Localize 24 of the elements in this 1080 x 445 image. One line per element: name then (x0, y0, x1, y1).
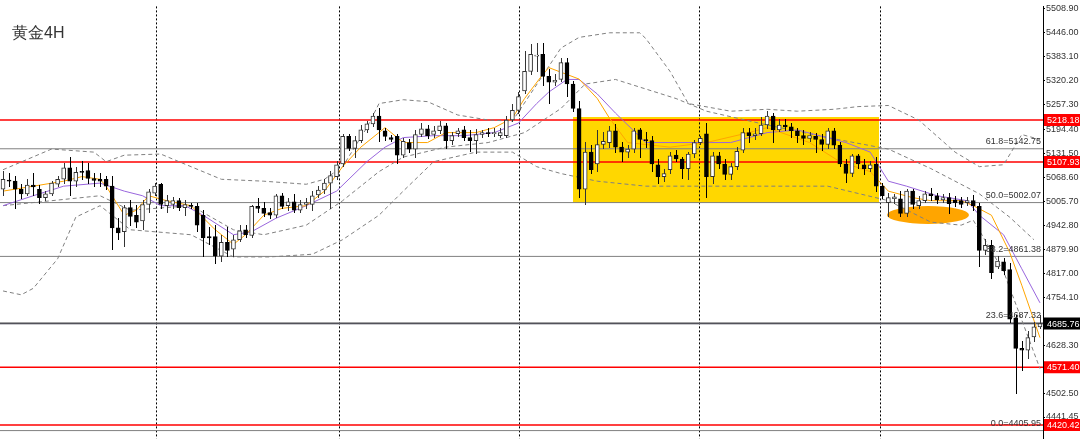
ref-line-label: 4685.76 (1047, 318, 1080, 329)
text: 黄金4H (12, 24, 65, 42)
ref-line-label: 50.0=5002.07 (985, 190, 1041, 201)
y-tick-label: 5508.90 (1046, 3, 1079, 14)
ref-line-label: 5218.18 (1047, 114, 1080, 125)
ref-line-label: 61.8=5142.75 (985, 136, 1041, 147)
ref-line-label: 5107.93 (1047, 157, 1080, 168)
y-tick-label: 5383.10 (1046, 51, 1079, 62)
ref-line-label: 4420.42 (1047, 420, 1080, 431)
y-tick-label: 5005.70 (1046, 195, 1079, 206)
y-tick-label: 5257.30 (1046, 99, 1079, 110)
y-tick-label: 4754.10 (1046, 291, 1079, 302)
y-tick-label: 4879.90 (1046, 243, 1079, 254)
y-tick-label: 4942.80 (1046, 219, 1079, 230)
y-tick-label: 5068.60 (1046, 171, 1079, 182)
y-tick-label: 5446.00 (1046, 27, 1079, 38)
y-tick-label: 4628.30 (1046, 340, 1079, 351)
y-tick-label: 4817.00 (1046, 267, 1079, 278)
ref-line-label: 4571.40 (1047, 362, 1080, 373)
y-tick-label: 5320.20 (1046, 75, 1079, 86)
y-tick-label: 5194.40 (1046, 123, 1079, 134)
y-tick-label: 4502.50 (1046, 388, 1079, 399)
y-tick-label: 4441.45 (1046, 411, 1079, 422)
y-tick-label: 5131.50 (1046, 147, 1079, 158)
